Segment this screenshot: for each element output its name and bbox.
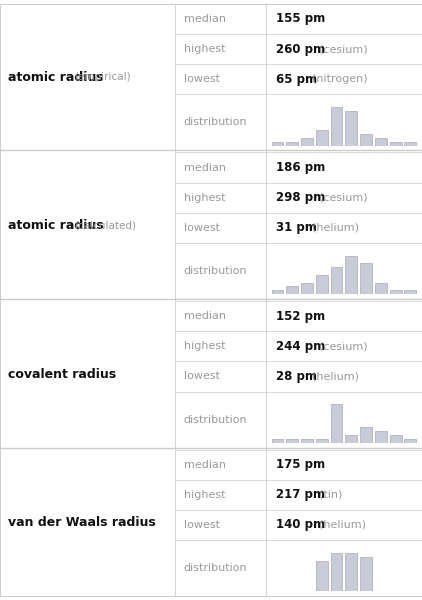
Text: 298 pm: 298 pm (276, 191, 326, 204)
Text: lowest: lowest (184, 371, 219, 382)
Bar (360, 263, 372, 294)
Bar (272, 290, 283, 294)
Text: distribution: distribution (184, 118, 247, 127)
Bar (301, 138, 313, 146)
Text: highest: highest (184, 490, 225, 500)
Bar (272, 142, 283, 146)
Bar (286, 286, 298, 294)
Bar (360, 557, 372, 592)
Bar (390, 290, 402, 294)
Bar (301, 283, 313, 294)
Text: distribution: distribution (184, 415, 247, 425)
Text: distribution: distribution (184, 563, 247, 573)
Bar (272, 439, 283, 443)
Text: median: median (184, 14, 226, 24)
Bar (404, 290, 416, 294)
Text: (helium): (helium) (313, 223, 360, 233)
Text: (tin): (tin) (319, 490, 342, 500)
Text: 186 pm: 186 pm (276, 161, 326, 174)
Text: lowest: lowest (184, 74, 219, 85)
Text: 260 pm: 260 pm (276, 43, 325, 56)
Text: 155 pm: 155 pm (276, 13, 326, 25)
Bar (345, 111, 357, 146)
Bar (331, 267, 343, 294)
Bar (390, 435, 402, 443)
Text: 65 pm: 65 pm (276, 73, 317, 86)
Bar (316, 275, 328, 294)
Text: lowest: lowest (184, 520, 219, 530)
Text: 28 pm: 28 pm (276, 370, 317, 383)
Bar (390, 142, 402, 146)
Text: highest: highest (184, 44, 225, 54)
Text: 175 pm: 175 pm (276, 458, 325, 471)
Text: (cesium): (cesium) (319, 193, 368, 203)
Text: (nitrogen): (nitrogen) (313, 74, 368, 85)
Text: 244 pm: 244 pm (276, 340, 326, 353)
Text: 140 pm: 140 pm (276, 518, 325, 532)
Bar (331, 553, 343, 592)
Text: (helium): (helium) (313, 371, 360, 382)
Bar (301, 439, 313, 443)
Bar (316, 130, 328, 146)
Text: (calculated): (calculated) (74, 221, 135, 231)
Bar (375, 283, 387, 294)
Text: (empirical): (empirical) (74, 72, 130, 82)
Bar (404, 439, 416, 443)
Text: median: median (184, 460, 226, 470)
Bar (360, 134, 372, 146)
Text: (cesium): (cesium) (319, 44, 368, 54)
Bar (375, 431, 387, 443)
Text: lowest: lowest (184, 223, 219, 233)
Text: atomic radius: atomic radius (8, 71, 104, 83)
Bar (286, 142, 298, 146)
Bar (360, 427, 372, 443)
Bar (316, 439, 328, 443)
Bar (375, 138, 387, 146)
Bar (345, 435, 357, 443)
Text: (cesium): (cesium) (319, 341, 368, 351)
Text: 31 pm: 31 pm (276, 221, 317, 235)
Text: 152 pm: 152 pm (276, 310, 325, 323)
Text: atomic radius: atomic radius (8, 219, 104, 232)
Text: highest: highest (184, 341, 225, 351)
Bar (331, 107, 343, 146)
Bar (345, 553, 357, 592)
Bar (286, 439, 298, 443)
Bar (316, 561, 328, 592)
Text: median: median (184, 311, 226, 321)
Text: covalent radius: covalent radius (8, 368, 116, 381)
Text: median: median (184, 163, 226, 173)
Text: highest: highest (184, 193, 225, 203)
Text: distribution: distribution (184, 266, 247, 276)
Text: 217 pm: 217 pm (276, 488, 325, 502)
Bar (345, 256, 357, 294)
Text: (helium): (helium) (319, 520, 366, 530)
Bar (331, 404, 343, 443)
Bar (404, 142, 416, 146)
Text: van der Waals radius: van der Waals radius (8, 517, 156, 529)
